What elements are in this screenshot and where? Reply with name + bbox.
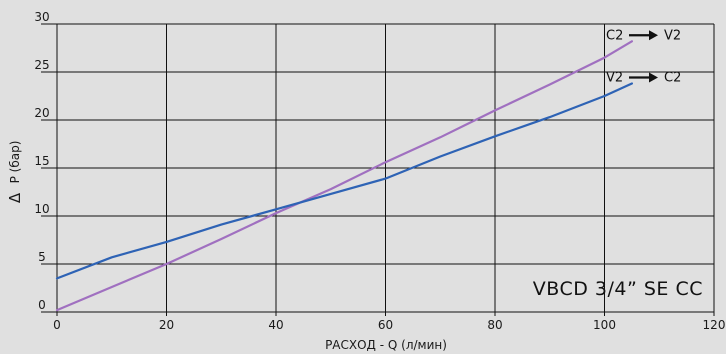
x-tick-label: 60 [378,318,393,332]
legend-to: V2 [664,28,681,43]
y-tick-label: 20 [34,106,49,120]
x-tick-label: 20 [159,318,174,332]
y-tick-label: 30 [34,10,49,24]
legend-item-1: C2 V2 [606,28,681,43]
x-tick-label: 0 [53,318,61,332]
x-tick-label: 40 [268,318,283,332]
tick-labels: 0 20 40 60 80 100 120 0 5 10 15 20 25 30 [34,10,725,332]
x-axis-label: РАСХОД - Q (л/мин) [325,338,447,352]
y-tick-label: 10 [34,202,49,216]
y-tick-label: 15 [34,154,49,168]
x-tick-label: 100 [593,318,616,332]
series-lines [55,40,634,312]
y-axis-delta-symbol: Δ [6,192,24,203]
arrow-head-icon [649,30,658,41]
model-label: VBCD 3/4” SE CC [533,278,703,300]
y-tick-label: 0 [38,298,46,312]
series-line-2 [55,82,634,280]
y-tick-label: 25 [34,58,49,72]
arrow-head-icon [649,72,658,83]
series-legend: C2 V2 V2 C2 [606,28,681,85]
grid [41,23,715,316]
x-tick-label: 120 [703,318,726,332]
y-tick-label: 5 [38,250,46,264]
series-line-1 [55,40,634,312]
legend-to: C2 [664,71,681,86]
legend-item-2: V2 C2 [606,71,681,86]
x-tick-label: 80 [487,318,502,332]
legend-from: C2 [606,28,623,43]
legend-from: V2 [606,71,623,86]
y-axis-label: Δ P (бар) [6,141,24,204]
y-axis-label-text: P (бар) [8,141,22,184]
